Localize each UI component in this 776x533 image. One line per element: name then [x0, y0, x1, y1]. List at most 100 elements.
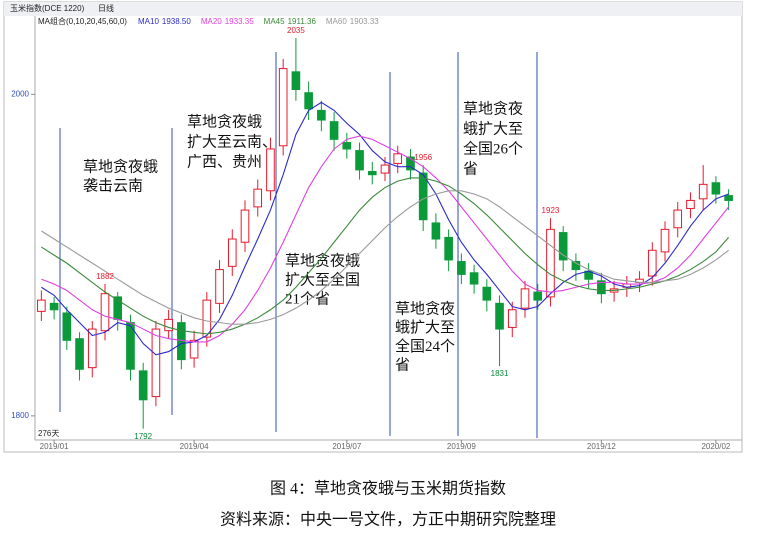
candle-body: [37, 299, 46, 312]
candle-body: [304, 92, 313, 110]
candle-body: [507, 309, 517, 328]
x-tick-label: 2020/02: [701, 442, 730, 451]
legend-value: 1911.36: [288, 17, 317, 26]
annotation: 21个省: [285, 290, 330, 307]
candle-body: [520, 288, 530, 309]
y-tick-label: 1800: [11, 411, 29, 420]
candle-body: [660, 228, 670, 253]
candle-body: [457, 261, 466, 275]
legend-name: MA60: [326, 17, 347, 26]
event-lines: [59, 52, 538, 438]
x-tick-label: 2019/07: [332, 442, 361, 451]
legend-name: MA20: [201, 17, 222, 26]
legend-name: MA45: [264, 17, 285, 26]
candle-body: [329, 121, 339, 140]
ma-group: MA组合(0,10,20,45,60,0): [38, 16, 127, 26]
annotation: 广西、贵州: [187, 153, 262, 170]
ma-line: [41, 177, 730, 335]
candle-body: [724, 195, 733, 201]
candle-body: [393, 153, 403, 164]
candle-body: [533, 291, 543, 301]
legend-name: MA10: [138, 17, 159, 26]
low-label: 1792: [134, 432, 152, 441]
ma-line: [41, 101, 729, 356]
candle-body: [546, 228, 555, 298]
annotations: 草地贪夜蛾袭击云南草地贪夜蛾扩大至云南、广西、贵州草地贪夜蛾扩大至全国21个省草…: [83, 100, 523, 373]
x-tick-label: 2019/01: [40, 442, 69, 451]
candle-body: [87, 328, 97, 369]
legend-value: 1903.33: [350, 17, 379, 26]
chart-title: 玉米指数(DCE 1220): [10, 3, 85, 13]
candle-body: [240, 209, 250, 243]
candle-body: [75, 338, 84, 370]
candle-body: [151, 328, 161, 398]
annotation: 省: [463, 160, 478, 177]
candle-body: [317, 109, 326, 121]
annotation: 草地贪夜蛾: [285, 252, 360, 269]
period-select[interactable]: 日线: [98, 3, 114, 13]
annotation: 蛾扩大至: [463, 120, 523, 137]
annotation: 草地贪夜: [395, 300, 455, 317]
candle-body: [278, 68, 288, 147]
candle-body: [62, 312, 72, 341]
candle-body: [380, 164, 390, 174]
annotation: 草地贪夜蛾: [83, 158, 158, 175]
candle-body: [711, 182, 721, 195]
ma-line: [41, 190, 729, 325]
legend-value: 1938.50: [162, 17, 191, 26]
candle-body: [189, 339, 199, 359]
candle-body: [597, 280, 606, 295]
candle-body: [367, 170, 377, 176]
candle-body: [253, 188, 263, 208]
y-tick-label: 2000: [11, 89, 29, 98]
candle-body: [164, 318, 173, 332]
candle-body: [558, 232, 568, 261]
annotation: 省: [395, 357, 410, 374]
candle-body: [418, 172, 428, 221]
high-label: 1956: [414, 153, 432, 162]
days-label: 276天: [38, 429, 59, 438]
candle-body: [431, 222, 441, 240]
annotation: 草地贪夜蛾: [187, 113, 262, 130]
candle-body: [482, 286, 492, 301]
toolbar: [4, 2, 742, 16]
candle-body: [291, 71, 301, 90]
candle-body: [698, 183, 708, 200]
candle-body: [342, 142, 352, 150]
candle-body: [406, 156, 415, 171]
candle-body: [686, 199, 695, 209]
x-tick-label: 2019/04: [180, 442, 209, 451]
high-label: 1882: [96, 272, 114, 281]
high-label: 1923: [542, 206, 560, 215]
x-tick-label: 2019/09: [447, 442, 476, 451]
annotation: 扩大至云南、: [187, 133, 277, 150]
chart-frame: [3, 1, 743, 453]
annotation: 扩大至全国: [285, 270, 360, 288]
low-label: 1831: [491, 369, 509, 378]
candle-body: [215, 269, 224, 304]
annotation: 蛾扩大至: [395, 319, 455, 336]
candle-body: [49, 302, 59, 311]
candle-body: [138, 370, 148, 401]
legend-value: 1933.35: [225, 17, 254, 26]
candle-body: [647, 249, 657, 277]
candle-body: [444, 236, 453, 261]
candle-body: [355, 150, 364, 171]
annotation: 袭击云南: [83, 177, 143, 194]
caption: 图 4：草地贪夜蛾与玉米期货指数: [270, 480, 506, 498]
source: 资料来源：中央一号文件，方正中期研究院整理: [220, 511, 556, 529]
x-tick-label: 2019/12: [587, 442, 616, 451]
candle-body: [100, 293, 110, 332]
ma-line: [41, 135, 730, 343]
candle-body: [469, 272, 479, 285]
candle-body: [673, 209, 683, 229]
candle-body: [202, 299, 212, 338]
annotation: 全国24个: [395, 337, 455, 355]
high-label: 2035: [287, 26, 305, 35]
candle-body: [266, 148, 275, 192]
candle-body: [227, 238, 237, 267]
annotation: 全国26个: [463, 139, 523, 157]
annotation: 草地贪夜: [463, 100, 523, 117]
candle-body: [495, 302, 504, 330]
